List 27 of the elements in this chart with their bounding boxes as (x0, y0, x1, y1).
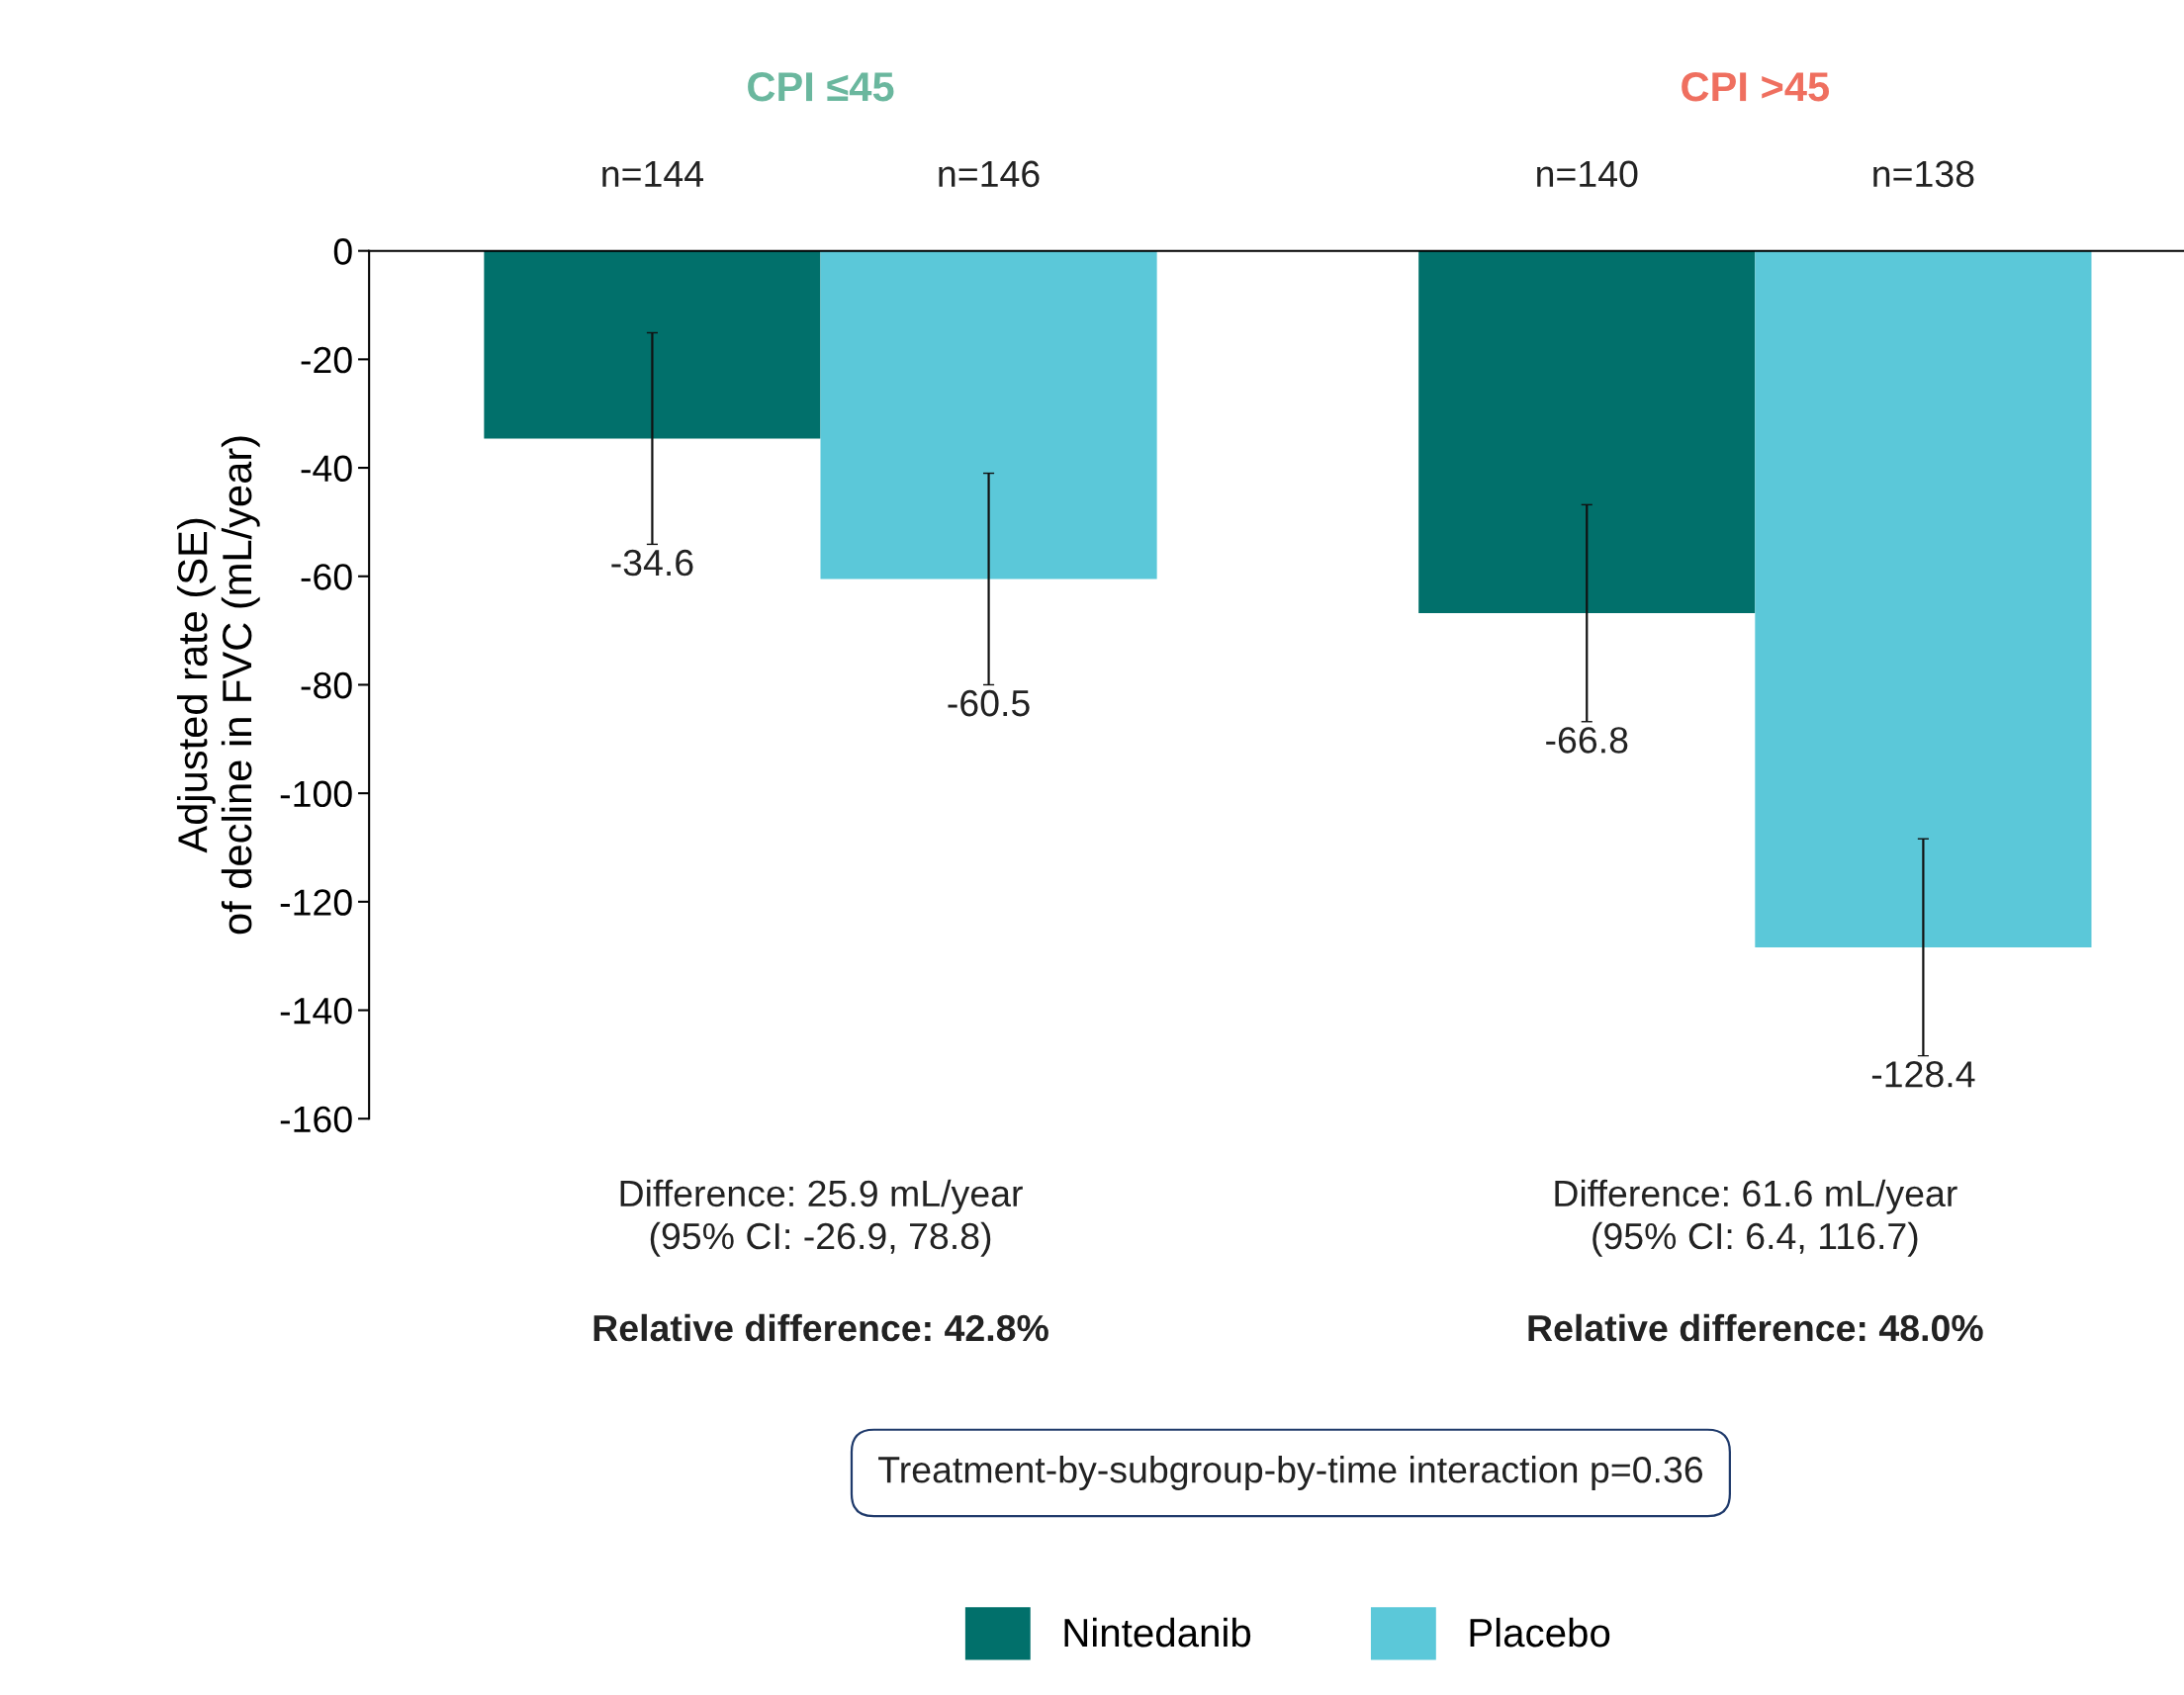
y-axis-title: Adjusted rate (SE) of decline in FVC (mL/year) (176, 436, 260, 935)
legend-label: Nintedanib (1064, 1617, 1251, 1648)
x-tick-label: CPI ≤45 (748, 72, 894, 102)
legend-label: Placebo (1470, 1617, 1610, 1648)
y-tick-label: -40 (301, 455, 352, 483)
data-label: -128.4 (1871, 1060, 1975, 1088)
text: Difference: 25.9 mL/year (95% CI: -26.9, 78.8) (620, 1179, 1023, 1257)
y-tick-label: -100 (280, 780, 352, 808)
text: Treatment-by-subgroup-by-time interaction p=0.36 (878, 1455, 1703, 1490)
y-tick-label: -60 (301, 564, 352, 590)
data-label: -60.5 (948, 689, 1030, 717)
y-tick-label: 0 (333, 238, 352, 265)
text: n=146 (939, 160, 1040, 188)
y-tick-label: -140 (280, 997, 352, 1025)
text: n=140 (1537, 160, 1638, 188)
x-tick-label: CPI >45 (1682, 72, 1830, 102)
data-label: -66.8 (1546, 727, 1628, 754)
text: Relative difference: 42.8% (593, 1313, 1048, 1342)
text: Relative difference: 48.0% (1528, 1313, 1983, 1342)
y-tick-label: -160 (280, 1106, 352, 1133)
y-tick-label: -120 (280, 889, 352, 916)
text: n=144 (602, 160, 703, 187)
y-tick-label: -20 (301, 346, 352, 374)
text: Difference: 61.6 mL/year (95% CI: 6.4, 116.7) (1555, 1179, 1957, 1257)
text: n=138 (1873, 160, 1974, 188)
y-tick-label: -80 (301, 671, 352, 699)
data-label: -34.6 (611, 549, 693, 577)
